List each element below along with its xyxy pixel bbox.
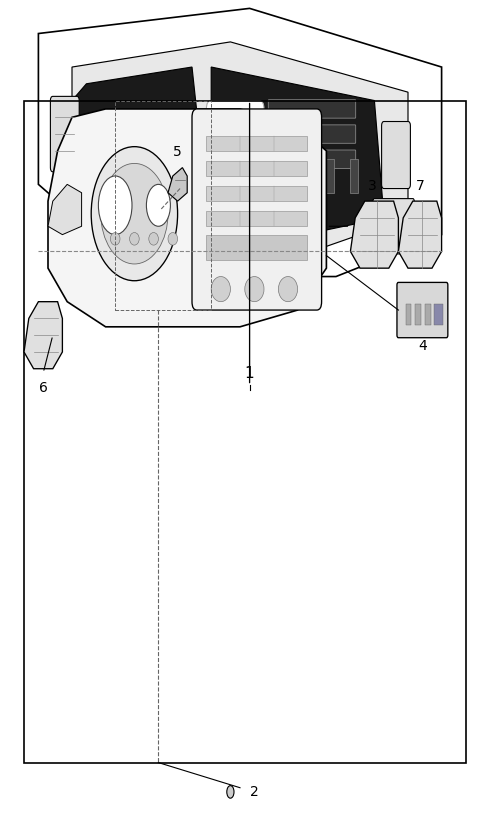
Bar bbox=[115, 101, 211, 310]
Bar bbox=[434, 304, 443, 325]
Bar bbox=[302, 159, 310, 193]
Ellipse shape bbox=[146, 184, 170, 226]
FancyBboxPatch shape bbox=[268, 125, 356, 143]
FancyBboxPatch shape bbox=[192, 109, 322, 310]
Polygon shape bbox=[48, 109, 326, 327]
Bar bbox=[206, 235, 307, 260]
Bar bbox=[406, 304, 411, 325]
FancyBboxPatch shape bbox=[397, 282, 448, 338]
Ellipse shape bbox=[156, 113, 190, 155]
Text: 2: 2 bbox=[250, 785, 258, 799]
Ellipse shape bbox=[130, 233, 139, 245]
Ellipse shape bbox=[149, 233, 158, 245]
Bar bbox=[24, 101, 466, 763]
Polygon shape bbox=[24, 302, 62, 369]
Polygon shape bbox=[72, 67, 206, 226]
Text: 6: 6 bbox=[39, 381, 48, 396]
Bar bbox=[415, 304, 421, 325]
Ellipse shape bbox=[211, 277, 230, 302]
Ellipse shape bbox=[278, 277, 298, 302]
Polygon shape bbox=[96, 218, 144, 268]
Ellipse shape bbox=[101, 163, 168, 264]
Bar bbox=[206, 136, 307, 151]
Polygon shape bbox=[48, 184, 82, 235]
Polygon shape bbox=[168, 168, 187, 201]
Bar bbox=[425, 304, 431, 325]
Text: 7: 7 bbox=[416, 178, 424, 193]
Ellipse shape bbox=[98, 176, 132, 235]
Text: 3: 3 bbox=[368, 178, 376, 193]
FancyBboxPatch shape bbox=[268, 150, 356, 168]
Ellipse shape bbox=[91, 147, 178, 281]
Polygon shape bbox=[72, 42, 408, 251]
Bar bbox=[350, 159, 358, 193]
Text: 1: 1 bbox=[245, 366, 254, 381]
Ellipse shape bbox=[110, 233, 120, 245]
Text: 5: 5 bbox=[173, 145, 182, 159]
Bar bbox=[206, 211, 307, 226]
FancyBboxPatch shape bbox=[268, 100, 356, 118]
Polygon shape bbox=[398, 201, 442, 268]
Text: 4: 4 bbox=[418, 339, 427, 353]
FancyBboxPatch shape bbox=[50, 96, 79, 172]
FancyBboxPatch shape bbox=[382, 122, 410, 189]
Bar bbox=[326, 159, 334, 193]
FancyBboxPatch shape bbox=[373, 199, 414, 254]
Polygon shape bbox=[211, 67, 384, 243]
Ellipse shape bbox=[101, 113, 149, 172]
Ellipse shape bbox=[168, 233, 178, 245]
FancyBboxPatch shape bbox=[206, 101, 264, 218]
Bar bbox=[206, 186, 307, 201]
Ellipse shape bbox=[227, 786, 234, 798]
Ellipse shape bbox=[245, 277, 264, 302]
Bar bbox=[206, 161, 307, 176]
Polygon shape bbox=[350, 201, 398, 268]
